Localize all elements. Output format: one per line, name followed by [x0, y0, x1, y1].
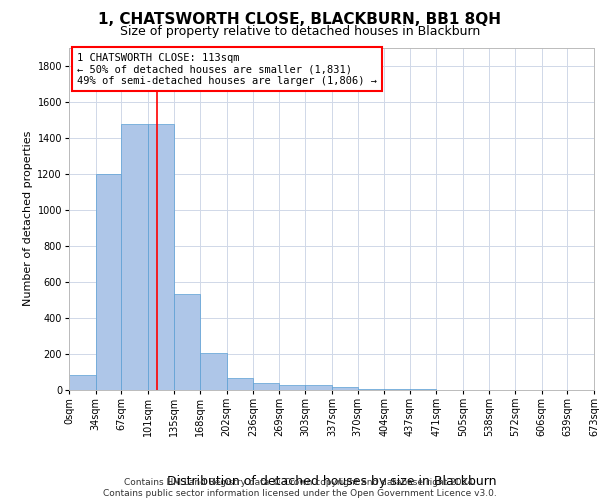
Bar [121, 124, 148, 390]
Text: Contains HM Land Registry data © Crown copyright and database right 2024.
Contai: Contains HM Land Registry data © Crown c… [103, 478, 497, 498]
Bar [227, 378, 253, 390]
Bar [200, 353, 227, 390]
Bar [332, 388, 358, 390]
Bar [253, 383, 279, 390]
Y-axis label: Number of detached properties: Number of detached properties [23, 131, 33, 306]
Bar [148, 124, 175, 390]
X-axis label: Distribution of detached houses by size in Blackburn: Distribution of detached houses by size … [167, 476, 496, 488]
Text: 1, CHATSWORTH CLOSE, BLACKBURN, BB1 8QH: 1, CHATSWORTH CLOSE, BLACKBURN, BB1 8QH [98, 12, 502, 28]
Text: Size of property relative to detached houses in Blackburn: Size of property relative to detached ho… [120, 25, 480, 38]
Bar [305, 386, 332, 390]
Text: 1 CHATSWORTH CLOSE: 113sqm
← 50% of detached houses are smaller (1,831)
49% of s: 1 CHATSWORTH CLOSE: 113sqm ← 50% of deta… [77, 52, 377, 86]
Bar [358, 388, 384, 390]
Bar [175, 294, 200, 390]
Bar [384, 389, 410, 390]
Bar [69, 374, 95, 390]
Bar [279, 384, 305, 390]
Bar [95, 174, 121, 390]
